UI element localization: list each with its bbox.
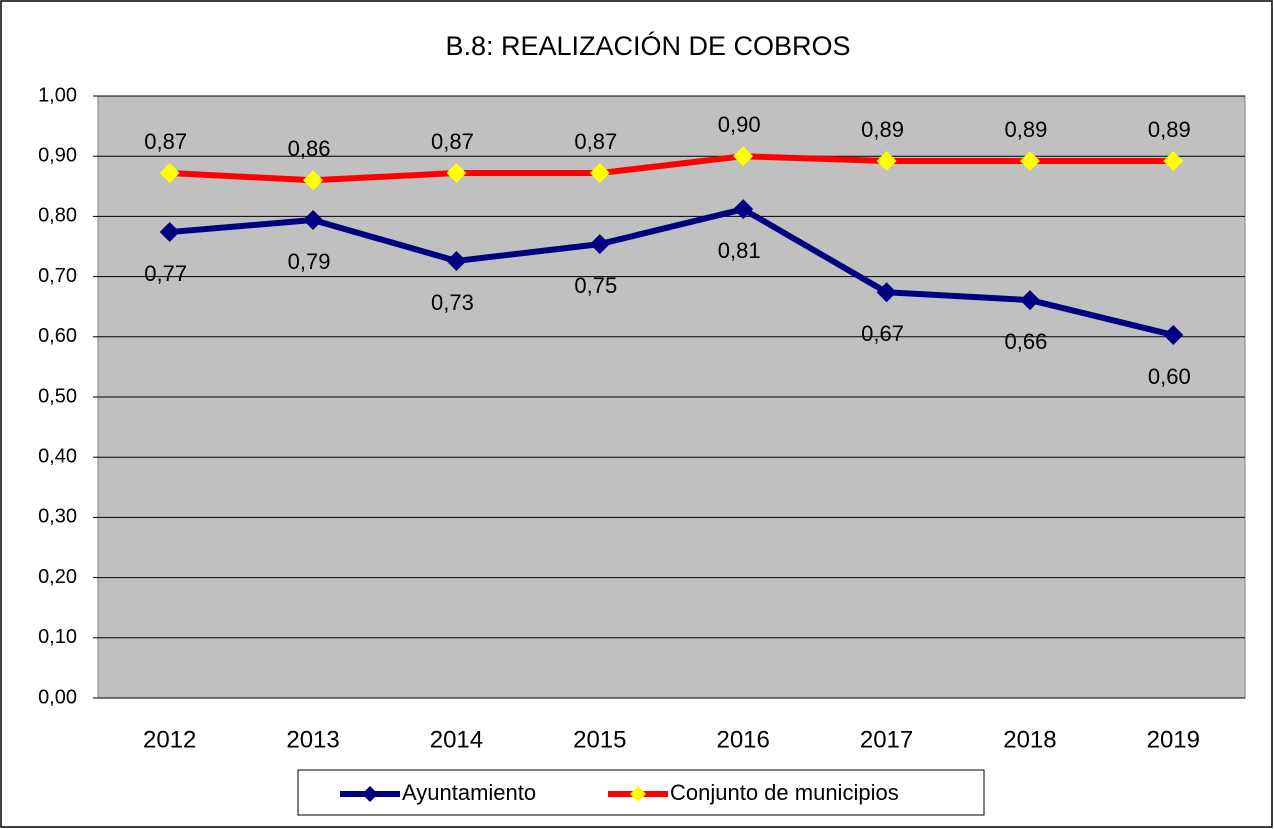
y-tick-label: 0,50: [38, 385, 77, 407]
y-tick-label: 0,80: [38, 205, 77, 227]
x-tick-label: 2012: [143, 726, 196, 753]
marker: [589, 163, 610, 184]
data-label: 0,67: [861, 321, 904, 346]
series-line: [169, 153, 1174, 184]
data-label: 0,89: [1005, 117, 1048, 142]
legend-label: Conjunto de municipios: [670, 780, 899, 805]
data-label: 0,75: [574, 273, 617, 298]
x-tick-label: 2015: [573, 726, 626, 753]
marker: [1019, 151, 1040, 172]
legend-marker: [630, 786, 646, 802]
x-tick-label: 2018: [1003, 726, 1056, 753]
data-label: 0,79: [288, 249, 331, 274]
x-tick-label: 2017: [860, 726, 913, 753]
marker: [303, 210, 324, 231]
marker: [733, 199, 754, 220]
marker: [446, 250, 467, 271]
y-tick-label: 0,30: [38, 506, 77, 528]
x-tick-label: 2016: [716, 726, 769, 753]
data-label: 0,87: [144, 129, 187, 154]
y-tick-label: 0,70: [38, 265, 77, 287]
marker: [1163, 151, 1184, 172]
data-label: 0,73: [431, 290, 474, 315]
legend-marker: [362, 786, 378, 802]
data-label: 0,81: [718, 238, 761, 263]
x-tick-label: 2014: [430, 726, 483, 753]
y-tick-label: 0,10: [38, 626, 77, 648]
x-tick-label: 2019: [1147, 726, 1200, 753]
data-label: 0,87: [431, 129, 474, 154]
data-label: 0,86: [288, 136, 331, 161]
chart-title: B.8: REALIZACIÓN DE COBROS: [445, 30, 850, 61]
data-label: 0,89: [1148, 117, 1191, 142]
marker: [159, 222, 180, 243]
marker: [876, 282, 897, 303]
marker: [733, 146, 754, 167]
y-tick-label: 0,00: [38, 686, 77, 708]
y-tick-label: 0,40: [38, 445, 77, 467]
data-label: 0,66: [1005, 329, 1048, 354]
data-label: 0,89: [861, 117, 904, 142]
marker: [1163, 324, 1184, 345]
marker: [1019, 290, 1040, 311]
y-tick-label: 1,00: [38, 84, 77, 106]
x-tick-label: 2013: [286, 726, 339, 753]
legend-label: Ayuntamiento: [402, 780, 536, 805]
marker: [876, 151, 897, 172]
data-label: 0,87: [574, 129, 617, 154]
marker: [446, 163, 467, 184]
marker: [303, 170, 324, 191]
y-tick-label: 0,20: [38, 566, 77, 588]
marker: [589, 234, 610, 255]
marker: [159, 163, 180, 184]
data-label: 0,90: [718, 112, 761, 137]
series-line: [169, 206, 1175, 338]
data-label: 0,77: [144, 261, 187, 286]
y-tick-label: 0,60: [38, 325, 77, 347]
y-tick-label: 0,90: [38, 144, 77, 166]
data-label: 0,60: [1148, 364, 1191, 389]
